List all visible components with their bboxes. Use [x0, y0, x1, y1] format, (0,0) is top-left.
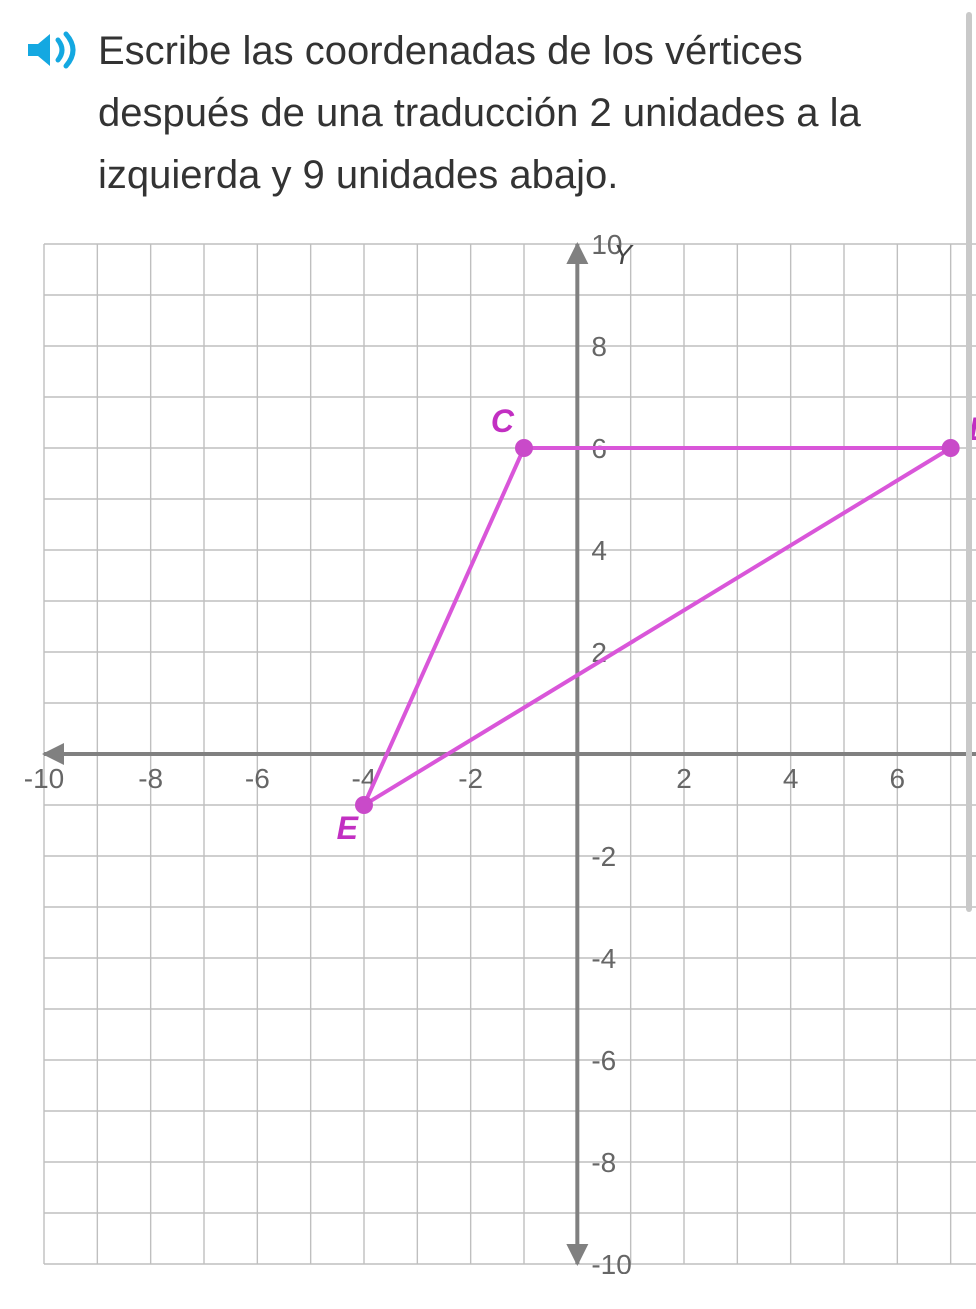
question-row: Escribe las coordenadas de los vértices …: [24, 20, 952, 206]
y-tick-label: -2: [591, 841, 616, 872]
y-tick-label: -10: [591, 1249, 631, 1274]
scrollbar[interactable]: [966, 12, 972, 912]
vertex-c: [515, 439, 533, 457]
x-tick-label: 4: [783, 763, 799, 794]
triangle-edge: [364, 448, 524, 805]
x-tick-label: 2: [676, 763, 692, 794]
y-tick-label: -6: [591, 1045, 616, 1076]
y-tick-label: 4: [591, 535, 607, 566]
x-tick-label: -6: [245, 763, 270, 794]
vertex-label-e: E: [337, 810, 360, 846]
triangle-edge: [364, 448, 951, 805]
x-tick-label: 6: [890, 763, 906, 794]
coordinate-chart: -10-8-6-4-22468-10-8-6-4-2246810YCDE: [6, 234, 952, 1279]
y-tick-label: -4: [591, 943, 616, 974]
question-text: Escribe las coordenadas de los vértices …: [98, 20, 952, 206]
vertex-label-c: C: [491, 403, 515, 439]
x-tick-label: -8: [138, 763, 163, 794]
x-tick-label: -10: [24, 763, 64, 794]
x-tick-label: -2: [458, 763, 483, 794]
y-tick-label: -8: [591, 1147, 616, 1178]
vertex-d: [942, 439, 960, 457]
y-axis-label: Y: [613, 239, 634, 270]
page: Escribe las coordenadas de los vértices …: [0, 0, 976, 1279]
speaker-icon[interactable]: [24, 26, 84, 79]
y-tick-label: 8: [591, 331, 607, 362]
